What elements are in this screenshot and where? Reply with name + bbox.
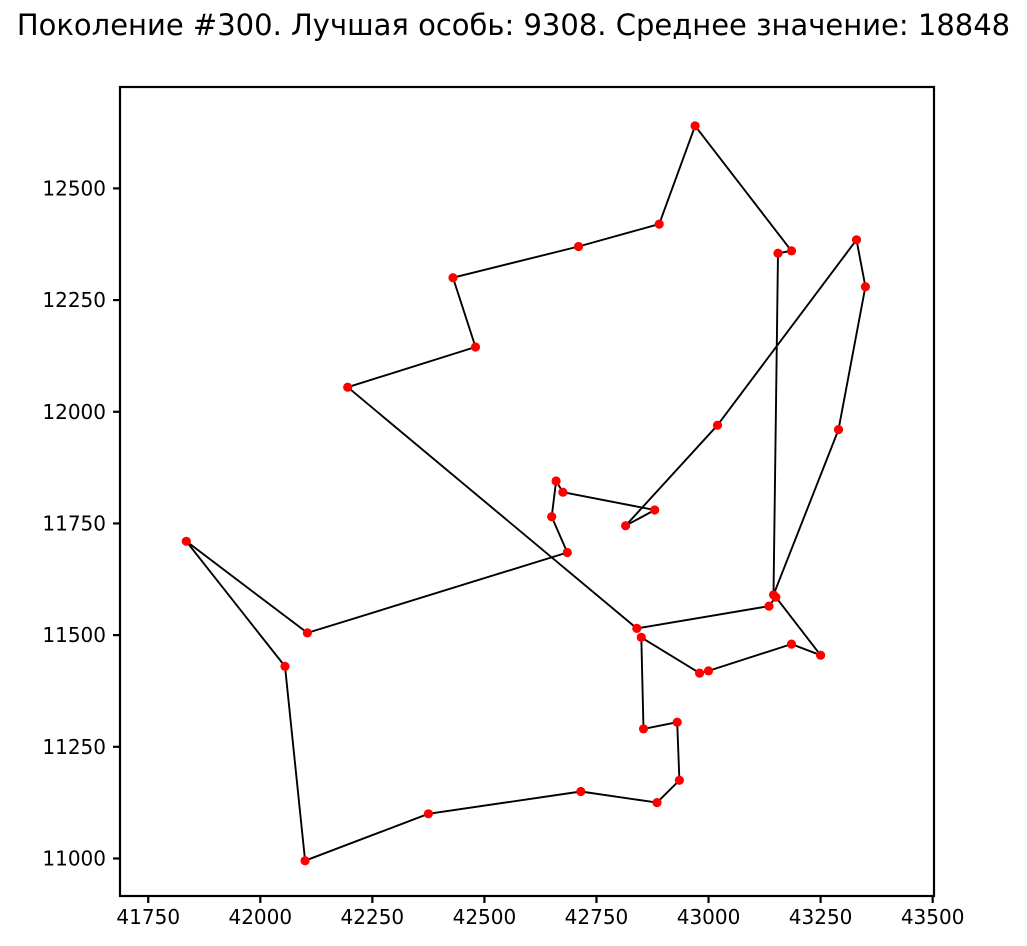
x-tick-label: 43500 xyxy=(901,905,965,929)
city-point xyxy=(636,632,646,643)
city-point xyxy=(674,775,685,785)
city-point xyxy=(576,786,586,797)
city-point xyxy=(423,809,433,819)
city-point xyxy=(562,547,572,558)
city-point xyxy=(851,235,862,245)
city-point xyxy=(470,342,481,352)
x-tick-label: 42750 xyxy=(565,905,629,929)
city-point xyxy=(551,476,561,486)
y-tick-label: 11000 xyxy=(42,846,106,870)
tour-line xyxy=(185,124,867,862)
city-point xyxy=(448,273,458,283)
y-tick-label: 12250 xyxy=(42,288,106,312)
city-point xyxy=(621,521,631,531)
city-point xyxy=(654,219,664,229)
axes-frame xyxy=(118,85,936,898)
y-tick-label: 11500 xyxy=(42,623,106,647)
y-tick-label: 12500 xyxy=(42,176,106,200)
city-point xyxy=(638,724,649,734)
city-point xyxy=(181,536,191,546)
city-point xyxy=(764,601,774,611)
x-tick-label: 42000 xyxy=(228,905,292,929)
y-axis-ticks: 11000 11250 11500 11750 12000 12250 12500 xyxy=(42,176,120,870)
plot-border xyxy=(118,85,936,898)
city-point xyxy=(573,241,584,252)
city-point xyxy=(703,666,714,676)
city-point xyxy=(343,382,353,392)
city-point xyxy=(632,623,642,634)
city-point xyxy=(773,248,783,258)
city-point xyxy=(690,121,700,131)
city-point xyxy=(860,282,871,292)
x-tick-label: 43000 xyxy=(677,905,741,929)
city-point xyxy=(280,661,290,672)
city-point xyxy=(652,798,662,808)
city-point xyxy=(300,856,310,866)
city-point xyxy=(650,505,660,515)
x-tick-label: 42250 xyxy=(341,905,405,929)
y-tick-label: 12000 xyxy=(42,400,106,424)
y-tick-label: 11750 xyxy=(42,511,106,535)
city-point xyxy=(816,650,826,660)
chart-title: Поколение #300. Лучшая особь: 9308. Сред… xyxy=(16,8,1011,42)
city-point xyxy=(695,668,705,678)
city-point xyxy=(833,425,844,435)
x-tick-label: 43250 xyxy=(789,905,853,929)
city-point xyxy=(786,639,797,649)
city-points xyxy=(181,121,871,866)
tour-path xyxy=(185,124,867,862)
city-point xyxy=(771,592,781,602)
x-tick-label: 42500 xyxy=(453,905,517,929)
city-point xyxy=(558,487,568,497)
x-axis-ticks: 41750 42000 42250 42500 42750 43000 43250 43500 xyxy=(116,896,964,929)
y-tick-label: 11250 xyxy=(42,735,106,759)
city-point xyxy=(786,246,797,256)
city-point xyxy=(547,512,557,522)
city-point xyxy=(712,420,723,430)
city-point xyxy=(672,717,682,727)
x-tick-label: 41750 xyxy=(116,905,180,929)
city-point xyxy=(302,628,312,638)
